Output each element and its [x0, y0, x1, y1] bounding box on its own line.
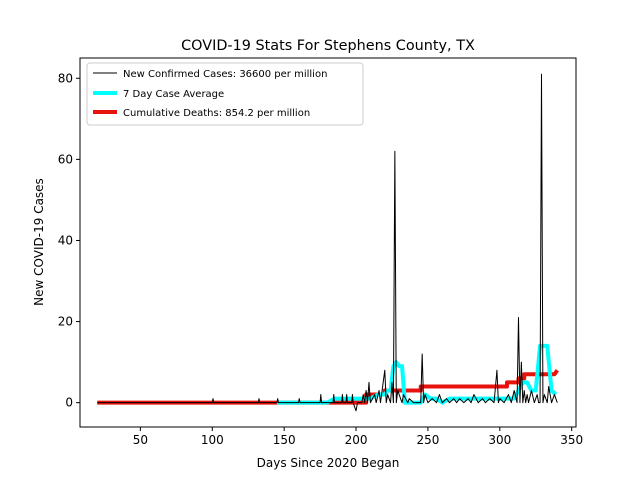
x-tick-label: 350 [560, 433, 583, 447]
plot-frame [79, 57, 577, 428]
series-line-cumulative-deaths [97, 369, 559, 405]
y-tick-label: 0 [65, 396, 73, 410]
y-tick-label: 80 [58, 71, 73, 85]
y-axis-label: New COVID-19 Cases [32, 178, 46, 306]
chart-title: COVID-19 Stats For Stephens County, TX [181, 38, 475, 54]
x-tick-label: 50 [133, 433, 148, 447]
legend-label-cumulative-deaths: Cumulative Deaths: 854.2 per million [123, 108, 310, 119]
x-tick-label: 200 [345, 433, 368, 447]
x-tick-label: 300 [488, 433, 511, 447]
x-tick-label: 150 [273, 433, 296, 447]
y-tick-label: 60 [58, 152, 73, 166]
x-axis: 50 100 150 200 250 300 350 [133, 427, 583, 447]
y-tick-label: 40 [58, 233, 73, 247]
series-line-new-cases [97, 73, 558, 412]
x-tick-label: 100 [201, 433, 224, 447]
y-tick-label: 20 [58, 315, 73, 329]
legend-label-7-day-average: 7 Day Case Average [123, 89, 224, 100]
legend-label-new-cases: New Confirmed Cases: 36600 per million [123, 69, 327, 80]
x-axis-label: Days Since 2020 Began [257, 456, 400, 470]
legend-box [86, 62, 364, 126]
x-tick-label: 250 [416, 433, 439, 447]
legend: New Confirmed Cases: 36600 per million 7… [86, 62, 364, 126]
y-axis: 0 20 40 60 80 [58, 71, 80, 410]
